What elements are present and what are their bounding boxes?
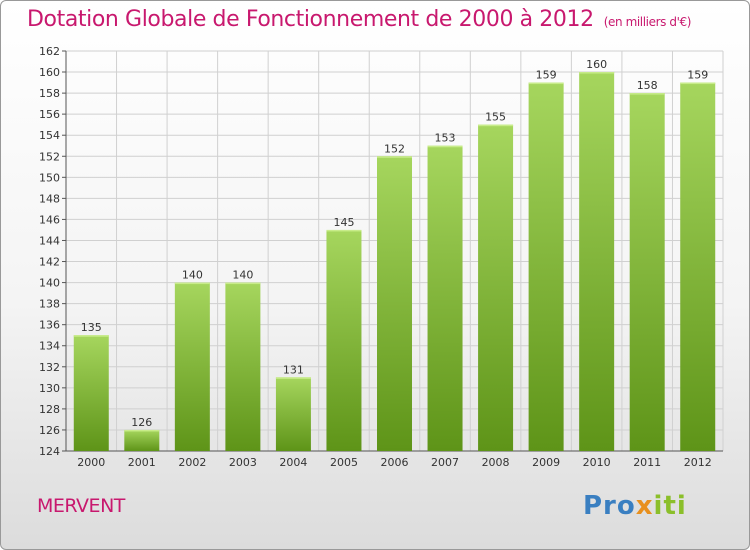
bar [225, 282, 261, 451]
bar-highlight [275, 377, 311, 379]
data-label: 126 [131, 416, 152, 429]
x-tick-label: 2006 [381, 456, 409, 469]
x-tick-label: 2005 [330, 456, 358, 469]
chart-title: Dotation Globale de Fonctionnement de 20… [27, 7, 691, 32]
y-tick-label: 154 [39, 129, 60, 142]
y-tick-label: 146 [39, 213, 60, 226]
data-label: 140 [182, 269, 203, 282]
data-label: 155 [485, 111, 506, 124]
data-label: 131 [283, 363, 304, 376]
x-tick-label: 2000 [77, 456, 105, 469]
bar [275, 377, 311, 451]
x-tick-label: 2009 [532, 456, 560, 469]
y-tick-label: 162 [39, 45, 60, 58]
x-tick-label: 2012 [684, 456, 712, 469]
bar [427, 145, 463, 451]
bar-highlight [174, 282, 210, 285]
x-tick-label: 2010 [583, 456, 611, 469]
y-tick-label: 150 [39, 171, 60, 184]
data-label: 159 [687, 69, 708, 82]
bar-highlight [629, 93, 665, 95]
y-tick-label: 152 [39, 150, 60, 163]
bar [124, 429, 160, 451]
data-label: 135 [81, 321, 102, 334]
bar-highlight [680, 82, 716, 85]
x-tick-label: 2008 [482, 456, 510, 469]
bar [680, 82, 716, 451]
bar-highlight [377, 156, 412, 158]
bar [174, 282, 210, 451]
bar [579, 72, 615, 451]
y-tick-label: 140 [39, 277, 60, 290]
y-tick-label: 144 [39, 234, 60, 247]
y-tick-label: 138 [39, 298, 60, 311]
data-label: 145 [333, 216, 354, 229]
data-label: 158 [637, 79, 658, 92]
y-tick-label: 148 [39, 192, 60, 205]
bar-highlight [326, 229, 362, 232]
unit-label: (en milliers d'€) [603, 15, 692, 29]
bar-highlight [73, 335, 109, 337]
bar-highlight [528, 82, 564, 85]
y-tick-label: 132 [39, 361, 60, 374]
bar [478, 124, 514, 452]
data-label: 153 [435, 132, 456, 145]
title-text: Dotation Globale de Fonctionnement de 20… [27, 7, 594, 32]
data-label: 160 [586, 58, 607, 71]
y-tick-label: 156 [39, 108, 60, 121]
bar [377, 156, 412, 451]
data-label: 159 [536, 69, 557, 82]
x-tick-label: 2007 [431, 456, 459, 469]
y-tick-label: 160 [39, 66, 60, 79]
bar-highlight [579, 72, 615, 74]
x-tick-label: 2003 [229, 456, 257, 469]
bar-highlight [427, 145, 463, 148]
y-tick-label: 126 [39, 424, 60, 437]
commune-name: MERVENT [37, 495, 125, 517]
x-tick-label: 2004 [279, 456, 307, 469]
y-tick-label: 158 [39, 87, 60, 100]
y-tick-label: 134 [39, 340, 60, 353]
bar [73, 335, 109, 451]
x-tick-label: 2011 [633, 456, 661, 469]
bar-highlight [124, 429, 160, 432]
bar [326, 229, 362, 451]
y-tick-label: 128 [39, 403, 60, 416]
bar-highlight [478, 124, 514, 127]
data-label: 152 [384, 142, 405, 155]
x-tick-label: 2002 [178, 456, 206, 469]
bar [629, 93, 665, 452]
bar-highlight [225, 282, 261, 285]
y-tick-label: 136 [39, 319, 60, 332]
x-tick-label: 2001 [128, 456, 156, 469]
y-tick-label: 142 [39, 256, 60, 269]
data-label: 140 [232, 269, 253, 282]
bar [528, 82, 564, 451]
y-tick-label: 124 [39, 445, 60, 458]
y-tick-label: 130 [39, 382, 60, 395]
proxiti-logo: Proxiti [583, 491, 687, 521]
